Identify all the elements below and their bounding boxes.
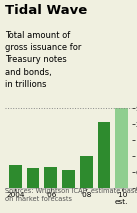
Bar [98, 122, 110, 188]
Text: Tidal Wave: Tidal Wave [5, 4, 88, 17]
Bar [80, 156, 93, 188]
Bar [115, 108, 128, 188]
Bar [9, 165, 22, 188]
Text: Sources: Wrightson ICAP; estimate based
on market forecasts: Sources: Wrightson ICAP; estimate based … [5, 188, 137, 202]
Text: Total amount of
gross issuance for
Treasury notes
and bonds,
in trillions: Total amount of gross issuance for Treas… [5, 31, 82, 89]
Bar [44, 167, 57, 188]
Bar [27, 168, 39, 188]
Bar [62, 170, 75, 188]
